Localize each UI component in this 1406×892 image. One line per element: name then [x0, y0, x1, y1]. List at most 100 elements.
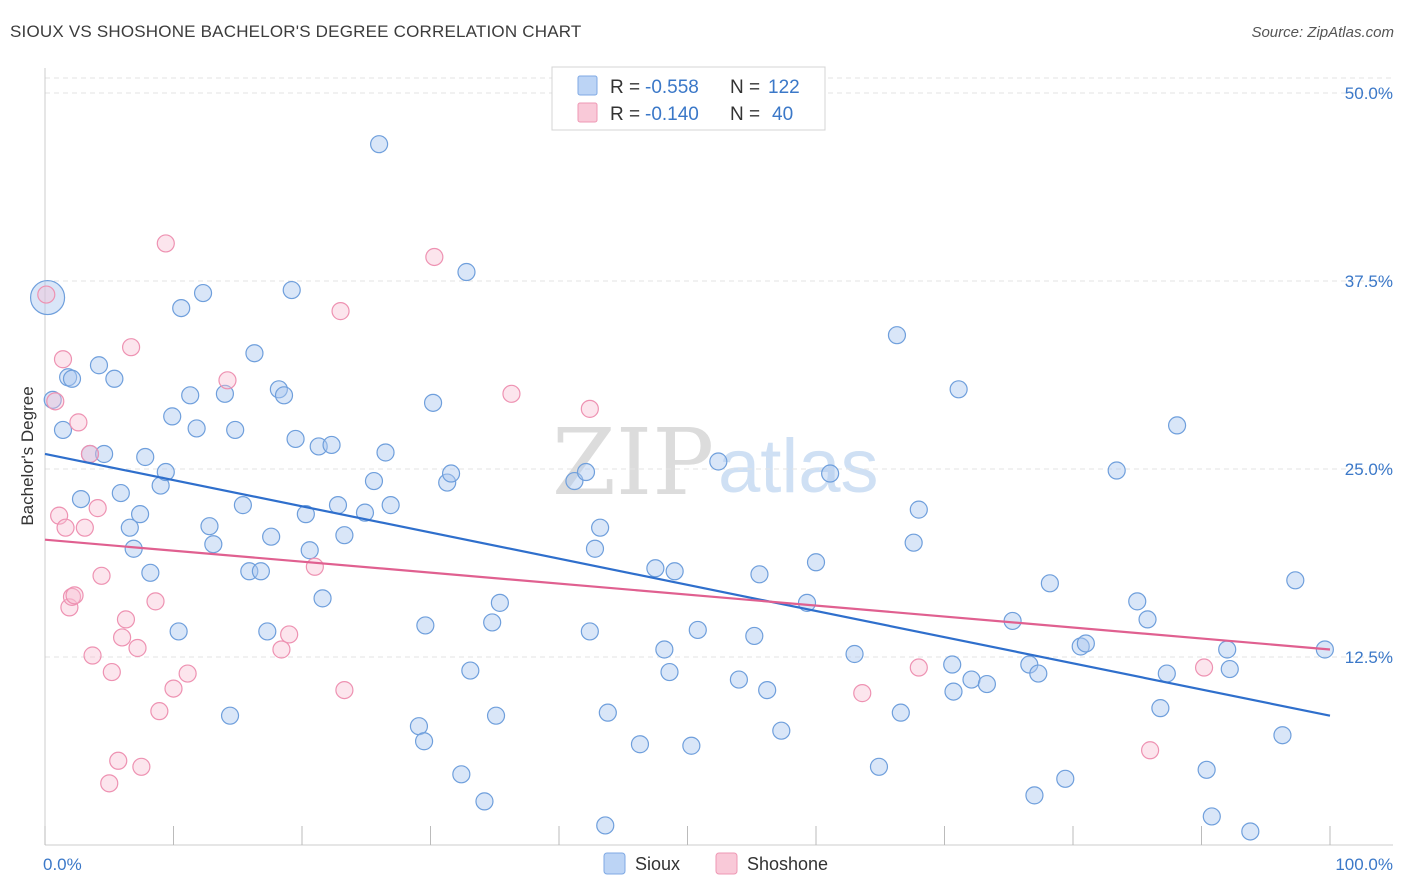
sioux-point: [370, 135, 389, 154]
y-tick-label: 37.5%: [1345, 272, 1393, 291]
source-credit: Source: ZipAtlas.com: [1251, 24, 1394, 41]
sioux-point: [1128, 592, 1147, 611]
x-tick-labels: 0.0% 100.0%: [43, 855, 1393, 874]
sioux-point: [1138, 610, 1157, 629]
sioux-point: [376, 443, 395, 462]
sioux-point: [457, 262, 476, 282]
legend-n-label-shoshone: N =: [730, 104, 760, 125]
sioux-point: [585, 539, 605, 558]
sioux-point: [262, 527, 281, 546]
sioux-point: [750, 565, 769, 584]
shoshone-point: [102, 662, 121, 682]
sioux-point: [630, 735, 650, 754]
sioux-point: [665, 562, 684, 581]
sioux-point: [745, 626, 764, 646]
sioux-point: [977, 674, 997, 694]
shoshone-point: [80, 444, 100, 464]
shoshone-point: [116, 610, 136, 629]
sioux-point: [1286, 571, 1305, 590]
shoshone-point: [132, 757, 151, 776]
shoshone-point: [178, 664, 197, 683]
sioux-point: [490, 593, 509, 612]
legend-r-label-shoshone: R =: [610, 104, 640, 125]
legend-n-value-shoshone: 40: [772, 104, 793, 125]
sioux-point: [1241, 822, 1260, 841]
shoshone-point: [112, 628, 132, 647]
shoshone-point: [272, 640, 291, 659]
sioux-point: [296, 505, 315, 524]
sioux-point: [1076, 634, 1095, 653]
shoshone-point: [46, 392, 65, 411]
shoshone-point: [146, 592, 165, 611]
sioux-point: [1157, 664, 1176, 683]
y-tick-label: 12.5%: [1345, 648, 1393, 667]
shoshone-points: [37, 234, 1214, 793]
x-tick-label: 0.0%: [43, 855, 82, 874]
sioux-point: [591, 518, 610, 537]
sioux-point: [220, 706, 240, 725]
trend-lines: [44, 452, 1331, 717]
sioux-point: [53, 420, 73, 440]
sioux-point: [1197, 760, 1216, 779]
sioux-point: [141, 563, 160, 582]
sioux-point: [949, 380, 968, 399]
correlation-legend: R = -0.558 N = 122 R = -0.140 N = 40: [551, 66, 826, 131]
sioux-point: [806, 553, 826, 572]
sioux-point: [215, 384, 234, 403]
sioux-point: [130, 505, 150, 524]
sioux-point: [313, 589, 332, 608]
sioux-point: [709, 452, 728, 471]
y-tick-labels: 12.5% 25.0% 37.5% 50.0%: [1345, 84, 1393, 667]
shoshone-point: [502, 384, 521, 403]
sioux-point: [887, 326, 907, 345]
sioux-point: [286, 429, 305, 449]
shoshone-point: [88, 499, 107, 518]
sioux-point: [475, 792, 494, 811]
shoshone-point: [853, 684, 872, 703]
sioux-point: [172, 299, 191, 318]
sioux-point: [169, 622, 188, 641]
axes: [44, 68, 1393, 846]
sioux-point: [1220, 659, 1239, 679]
sioux-point: [105, 369, 124, 388]
shoshone-point: [128, 638, 147, 658]
sioux-point: [1056, 769, 1075, 788]
sioux-point: [729, 670, 749, 689]
shoshone-point: [65, 586, 84, 605]
sioux-point: [71, 489, 91, 509]
sioux-point: [869, 757, 889, 776]
sioux-point: [423, 393, 443, 412]
shoshone-point: [56, 518, 75, 537]
sioux-point: [1029, 664, 1048, 683]
sioux-point: [655, 640, 674, 659]
sioux-point: [120, 518, 139, 537]
shoshone-point: [218, 371, 237, 390]
shoshone-point: [909, 658, 928, 677]
shoshone-point: [109, 751, 128, 770]
sioux-point: [576, 462, 596, 482]
y-tick-label: 50.0%: [1345, 84, 1393, 103]
sioux-point: [1040, 574, 1059, 593]
y-tick-label: 25.0%: [1345, 460, 1393, 479]
sioux-point: [251, 562, 270, 581]
shoshone-point: [92, 566, 111, 585]
sioux-point: [95, 444, 114, 464]
sioux-point: [282, 280, 301, 300]
shoshone-point: [75, 518, 94, 537]
shoshone-point: [121, 338, 141, 357]
chart-title: SIOUX VS SHOSHONE BACHELOR'S DEGREE CORR…: [10, 22, 582, 41]
sioux-point: [416, 616, 435, 635]
shoshone-point: [53, 350, 73, 369]
y-axis-title: Bachelor's Degree: [18, 386, 37, 525]
sioux-point: [409, 717, 429, 736]
sioux-point: [245, 344, 264, 363]
sioux-point: [181, 386, 200, 405]
sioux-point: [1218, 640, 1237, 659]
shoshone-point: [305, 557, 324, 576]
sioux-point: [300, 541, 319, 560]
watermark-zip: ZIP: [552, 409, 714, 516]
legend-r-value-sioux: -0.558: [645, 77, 699, 98]
sioux-point: [962, 670, 981, 689]
sioux-point: [1107, 461, 1126, 480]
